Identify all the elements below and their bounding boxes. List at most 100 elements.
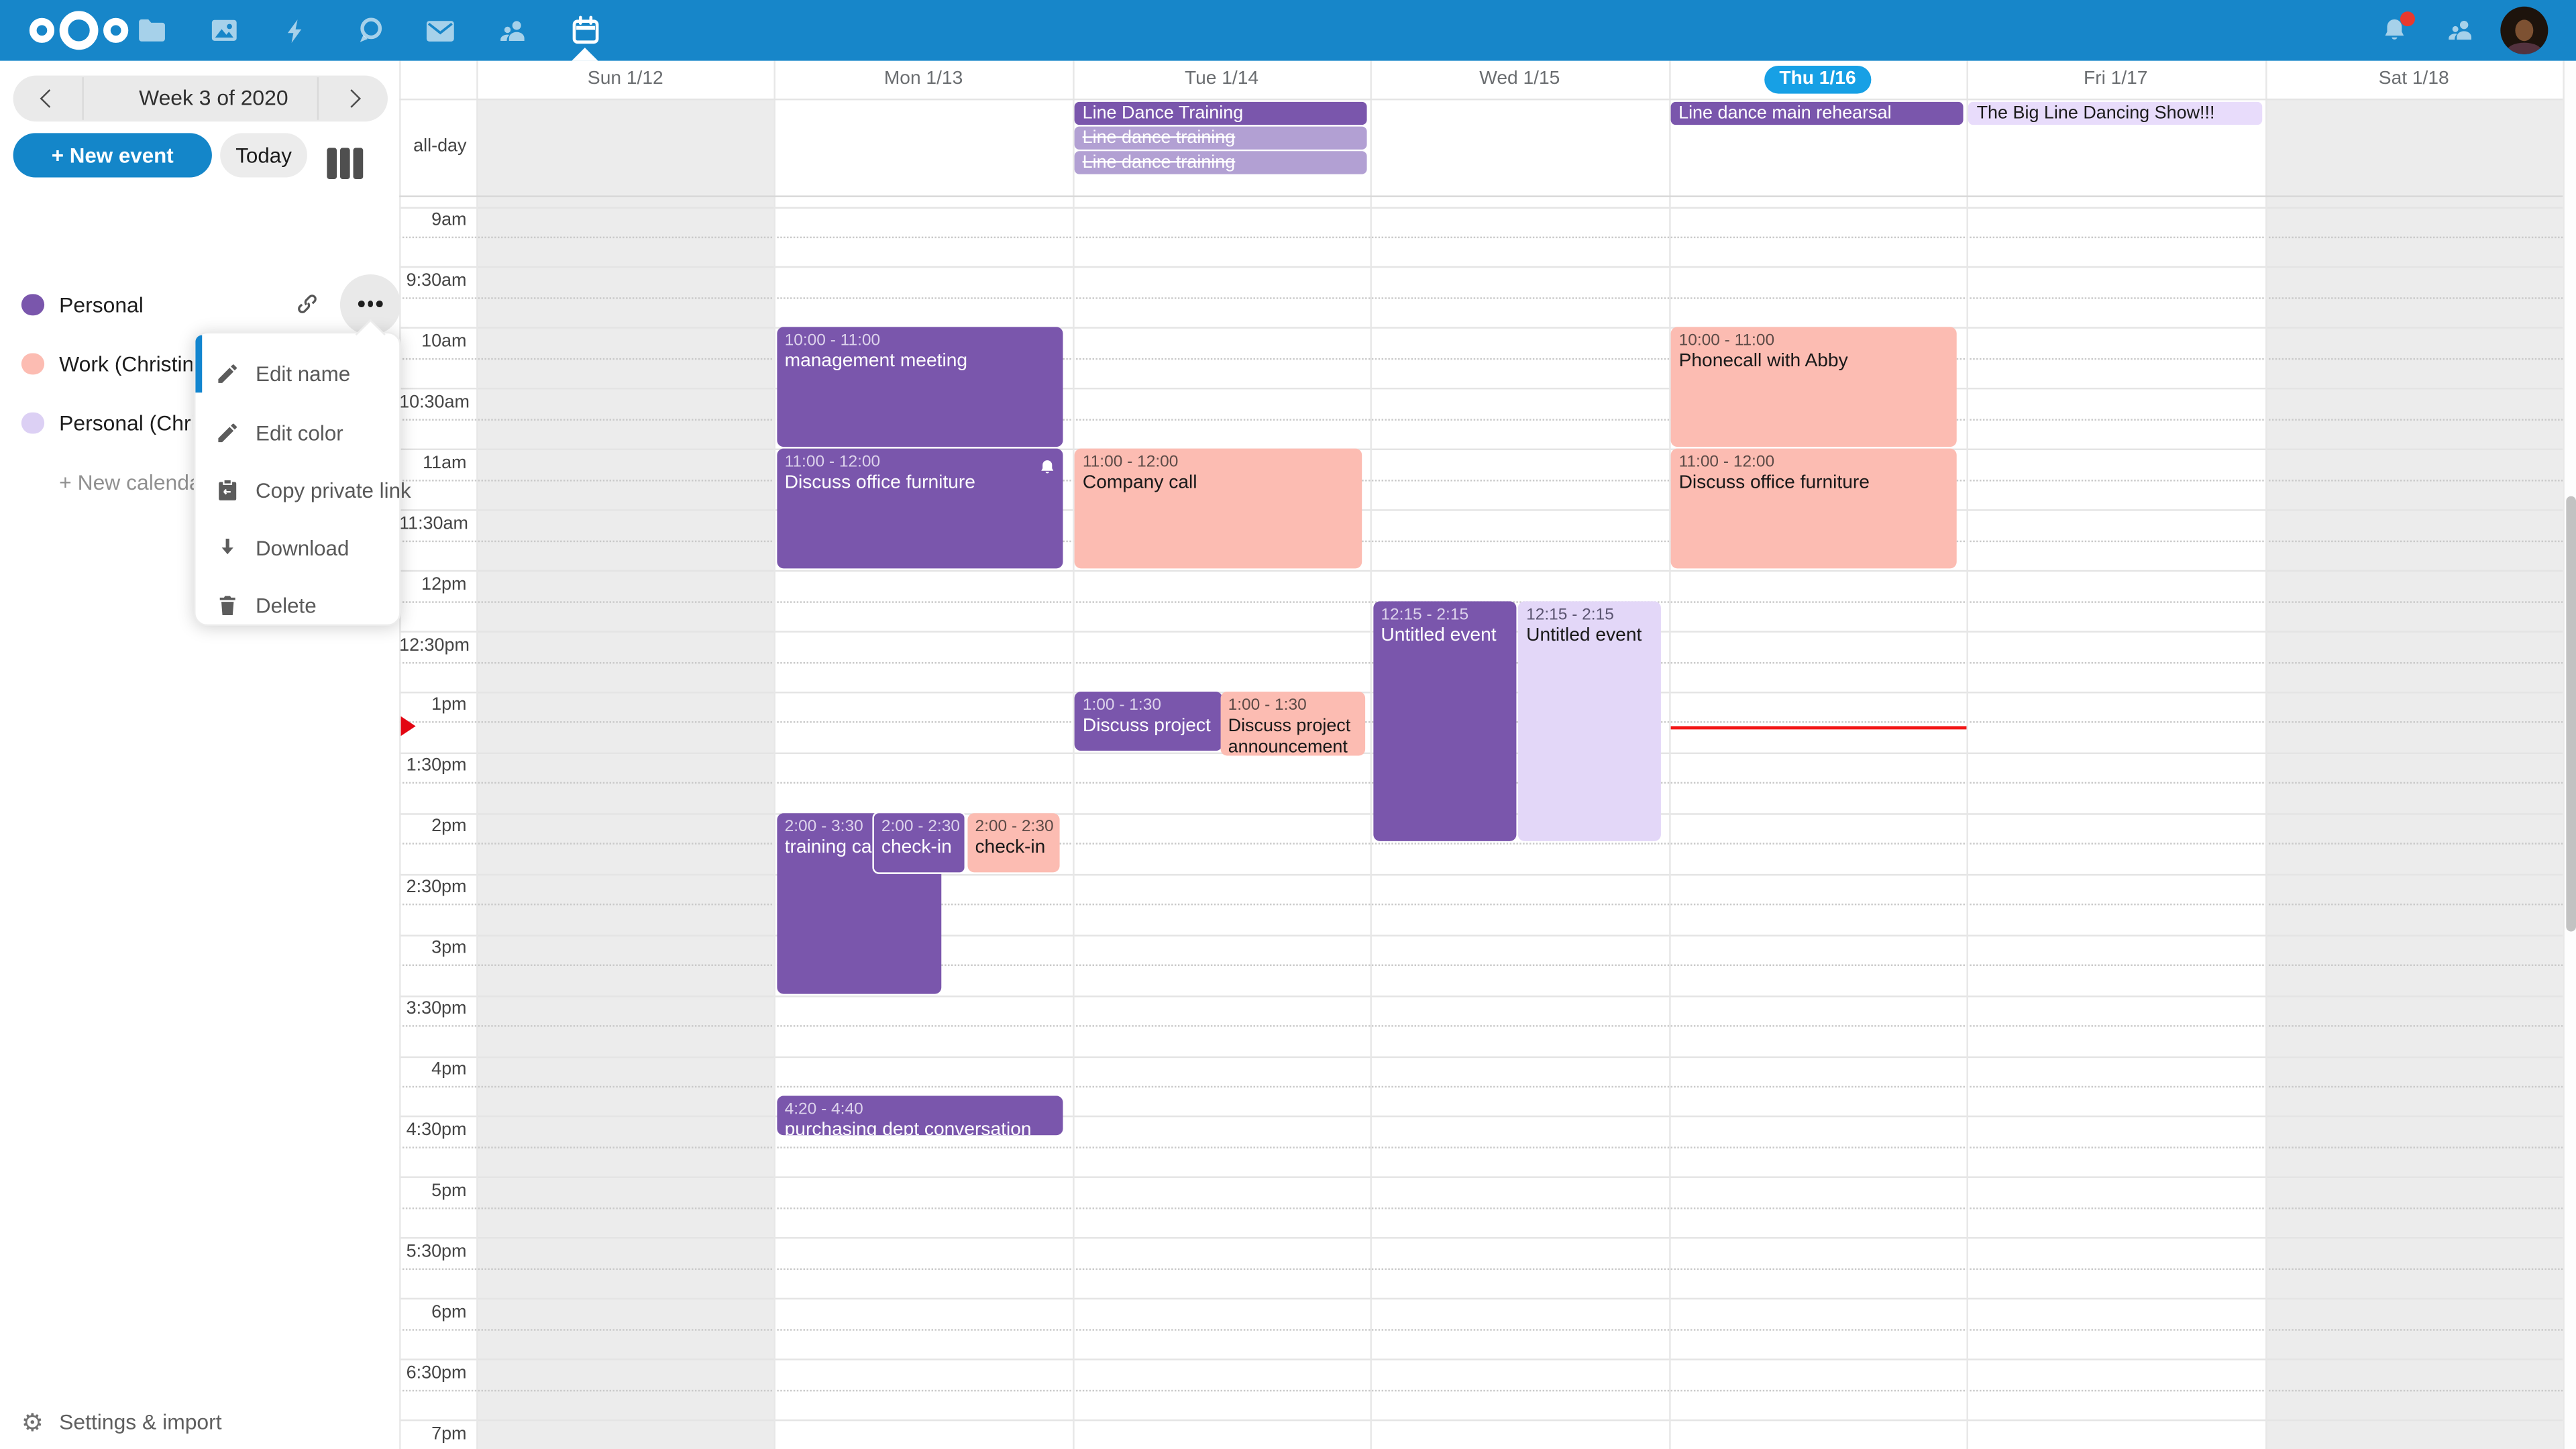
active-app-marker (572, 48, 598, 61)
today-pill: Thu 1/16 (1764, 65, 1871, 94)
day-header-mon[interactable]: Mon 1/13 (883, 68, 963, 89)
event[interactable]: 12:15 - 2:15 Untitled event (1517, 600, 1660, 841)
menu-item-edit-name[interactable]: Edit name (195, 345, 399, 403)
calendar-list-item-work[interactable]: Work (Christine S (0, 352, 399, 398)
calendar-list-item-personal-christine[interactable]: Personal (Christi (0, 411, 399, 457)
scrollbar-thumb[interactable] (2565, 496, 2576, 932)
weekend-shading-sunday (476, 98, 775, 1449)
allday-event[interactable]: Line Dance Training (1074, 101, 1368, 125)
day-header-tue[interactable]: Tue 1/14 (1184, 68, 1259, 89)
talk-app-icon[interactable] (333, 0, 406, 61)
share-link-icon[interactable] (294, 290, 320, 317)
event[interactable]: 10:00 - 11:00 Phonecall with Abby (1670, 327, 1957, 448)
calendar-list-item-personal[interactable]: Personal (0, 292, 399, 339)
clipboard-icon (215, 478, 239, 502)
time-label: 6:30pm (406, 1362, 467, 1383)
allday-event[interactable]: Line dance training (1074, 150, 1368, 174)
time-label: 5:30pm (406, 1241, 467, 1262)
time-label: 12:30pm (399, 635, 470, 655)
notification-badge (2400, 11, 2416, 27)
menu-item-delete[interactable]: Delete (195, 577, 399, 635)
day-header-sun[interactable]: Sun 1/12 (587, 68, 663, 89)
trash-icon (215, 593, 239, 618)
settings-label: Settings & import (59, 1409, 222, 1434)
event[interactable]: 2:00 - 2:30 check-in (871, 812, 965, 874)
nextcloud-logo[interactable] (19, 7, 138, 54)
event[interactable]: 1:00 - 1:30 Discuss project announcement (1074, 691, 1222, 751)
event[interactable]: 10:00 - 11:00 management meeting (776, 327, 1063, 448)
event[interactable]: 12:15 - 2:15 Untitled event (1373, 600, 1516, 841)
time-label: 11:30am (399, 513, 468, 534)
menu-item-edit-color[interactable]: Edit color (195, 403, 399, 461)
notifications-bell-icon[interactable] (2357, 0, 2430, 61)
chevron-right-icon[interactable] (342, 89, 361, 108)
calendar-name: Personal (59, 292, 144, 317)
mail-app-icon[interactable] (404, 0, 476, 61)
files-app-icon[interactable] (115, 0, 187, 61)
week-navigator: Week 3 of 2020 (13, 75, 388, 122)
event[interactable]: 11:00 - 12:00 Discuss office furniture (776, 449, 1063, 568)
more-dots-icon (340, 274, 401, 335)
activity-app-icon[interactable] (260, 0, 332, 61)
time-label: 7pm (431, 1424, 467, 1444)
time-label: 12pm (421, 574, 467, 594)
new-calendar-button[interactable]: + New calendar (59, 470, 209, 495)
contacts-menu-icon[interactable] (2423, 0, 2496, 61)
divider (399, 98, 2563, 101)
divider (317, 77, 319, 120)
time-label: 9:30am (406, 270, 467, 291)
weekend-shading-saturday (2265, 98, 2563, 1449)
menu-item-download[interactable]: Download (195, 519, 399, 577)
calendar-color-dot (21, 352, 44, 375)
time-label: 3:30pm (406, 999, 467, 1019)
event[interactable]: 1:00 - 1:30 Discuss project announcement (1220, 691, 1364, 757)
week-view-icon[interactable] (327, 148, 363, 180)
sidebar: Week 3 of 2020 + New event Today Persona… (0, 60, 411, 1449)
day-header-thu-today[interactable]: Thu 1/16 (1668, 61, 1966, 99)
calendar-color-dot (21, 293, 44, 316)
event[interactable]: 11:00 - 12:00 Discuss office furniture (1670, 449, 1957, 568)
event[interactable]: 11:00 - 12:00 Company call (1074, 449, 1361, 568)
allday-event[interactable]: Line dance main rehearsal (1670, 101, 1964, 125)
day-header-wed[interactable]: Wed 1/15 (1479, 68, 1560, 89)
time-label: 3pm (431, 938, 467, 959)
reminder-bell-icon (1038, 454, 1056, 474)
current-time-arrow-icon (400, 716, 416, 737)
chevron-left-icon[interactable] (40, 89, 59, 108)
photos-app-icon[interactable] (187, 0, 260, 61)
time-label: 10am (421, 331, 467, 352)
menu-item-copy-private-link[interactable]: Copy private link (195, 461, 411, 519)
calendar-name: Personal (Christi (59, 411, 192, 435)
today-button[interactable]: Today (220, 133, 307, 178)
allday-event[interactable]: The Big Line Dancing Show!!! (1968, 101, 2262, 125)
time-label: 4pm (431, 1059, 467, 1079)
time-label: 1:30pm (406, 756, 467, 776)
time-label: 4:30pm (406, 1120, 467, 1140)
divider (82, 77, 84, 120)
gear-icon: ⚙ (21, 1407, 44, 1438)
topbar (0, 0, 2576, 61)
scrollbar[interactable] (2563, 60, 2576, 1449)
time-label: 10:30am (399, 392, 470, 413)
event[interactable]: 2:00 - 2:30 check-in (967, 812, 1060, 873)
time-label: 9am (431, 210, 467, 230)
time-label: 11am (423, 453, 467, 473)
new-event-button[interactable]: + New event (13, 133, 212, 178)
time-label: 6pm (431, 1302, 467, 1322)
contacts-app-icon[interactable] (476, 0, 549, 61)
calendar-app-icon[interactable] (549, 0, 621, 61)
pencil-icon (215, 420, 239, 445)
current-time-line (1670, 726, 1966, 730)
avatar-face (2515, 19, 2534, 42)
allday-event[interactable]: Line dance training (1074, 126, 1368, 150)
settings-and-import[interactable]: ⚙ Settings & import (0, 1405, 399, 1449)
allday-label: all-day (413, 136, 467, 156)
menu-selection-accent (195, 335, 203, 394)
time-label: 5pm (431, 1181, 467, 1201)
pencil-icon (215, 362, 239, 387)
user-avatar[interactable] (2500, 6, 2548, 54)
day-header-sat[interactable]: Sat 1/18 (2378, 68, 2449, 89)
day-header-fri[interactable]: Fri 1/17 (2083, 68, 2148, 89)
event[interactable]: 4:20 - 4:40 purchasing dept conversation (776, 1095, 1063, 1135)
